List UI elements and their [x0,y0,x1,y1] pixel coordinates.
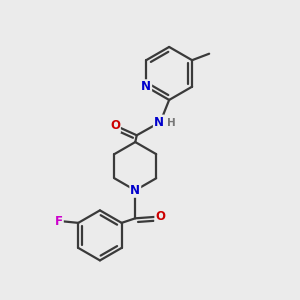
Text: O: O [110,119,120,132]
Text: N: N [130,184,140,197]
Text: N: N [141,80,151,93]
Text: H: H [167,118,176,128]
Text: F: F [55,215,63,228]
Text: O: O [155,210,165,223]
Text: N: N [154,116,164,128]
